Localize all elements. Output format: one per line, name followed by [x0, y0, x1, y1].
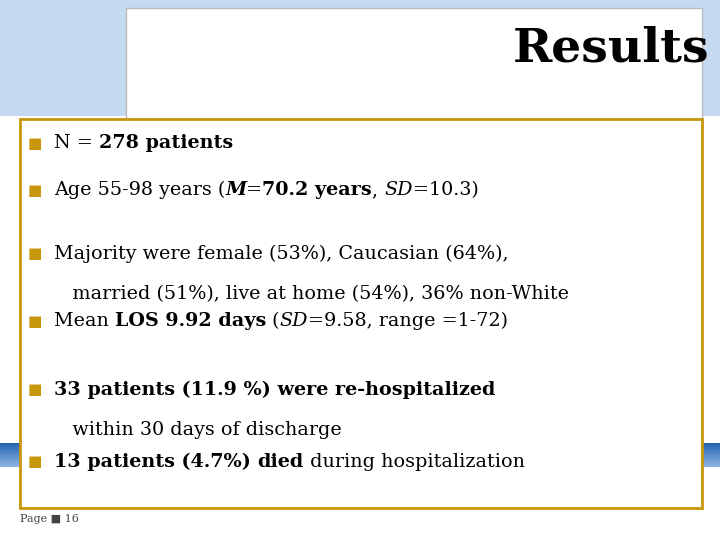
Text: within 30 days of discharge: within 30 days of discharge — [54, 421, 342, 440]
Bar — [0, 466, 720, 467]
Text: N =: N = — [54, 134, 99, 152]
Bar — [0, 451, 720, 453]
Bar — [0, 445, 720, 447]
Text: during hospitalization: during hospitalization — [304, 453, 525, 471]
Bar — [0, 460, 720, 461]
Text: Page ■ 16: Page ■ 16 — [20, 514, 79, 524]
Text: ■: ■ — [27, 314, 42, 329]
Bar — [0, 443, 720, 444]
Bar — [0, 0, 720, 116]
Text: ■: ■ — [27, 183, 42, 198]
Bar — [0, 447, 720, 448]
Bar — [0, 461, 720, 462]
Text: ■: ■ — [27, 454, 42, 469]
Bar — [0, 453, 720, 454]
Text: LOS 9.92 days: LOS 9.92 days — [115, 312, 266, 330]
Text: 13 patients (4.7%): 13 patients (4.7%) — [54, 453, 258, 471]
Bar — [0, 458, 720, 460]
Text: (: ( — [266, 312, 280, 330]
Text: married (51%), live at home (54%), 36% non-White: married (51%), live at home (54%), 36% n… — [54, 285, 569, 303]
Bar — [0, 448, 720, 449]
Bar — [0, 464, 720, 466]
Text: SD: SD — [280, 312, 308, 330]
Text: 70.2 years: 70.2 years — [262, 181, 372, 199]
Text: 278 patients: 278 patients — [99, 134, 233, 152]
Bar — [0, 450, 720, 451]
Text: ■: ■ — [27, 382, 42, 397]
Bar — [0, 454, 720, 455]
Text: 33 patients (11.9 %) were re-hospitalized: 33 patients (11.9 %) were re-hospitalize… — [54, 381, 495, 399]
Bar — [0, 463, 720, 464]
Text: ■: ■ — [27, 246, 42, 261]
Bar — [0, 449, 720, 450]
Bar — [126, 8, 702, 122]
Text: Mean: Mean — [54, 312, 115, 330]
Bar — [0, 444, 720, 445]
Text: died: died — [258, 453, 304, 471]
Bar — [0, 455, 720, 456]
Text: =: = — [246, 181, 262, 199]
Text: =10.3): =10.3) — [413, 181, 478, 199]
Text: ,: , — [372, 181, 384, 199]
Text: Age 55-98 years (: Age 55-98 years ( — [54, 181, 225, 199]
Text: Majority were female (53%), Caucasian (64%),: Majority were female (53%), Caucasian (6… — [54, 245, 508, 263]
Bar — [20, 119, 702, 508]
Bar — [0, 456, 720, 457]
Text: =9.58, range =1-72): =9.58, range =1-72) — [308, 312, 508, 330]
Bar — [0, 457, 720, 458]
Text: SD: SD — [384, 181, 413, 199]
Text: ■: ■ — [27, 136, 42, 151]
Text: M: M — [225, 181, 246, 199]
Text: Results: Results — [513, 26, 709, 72]
Bar — [0, 462, 720, 463]
